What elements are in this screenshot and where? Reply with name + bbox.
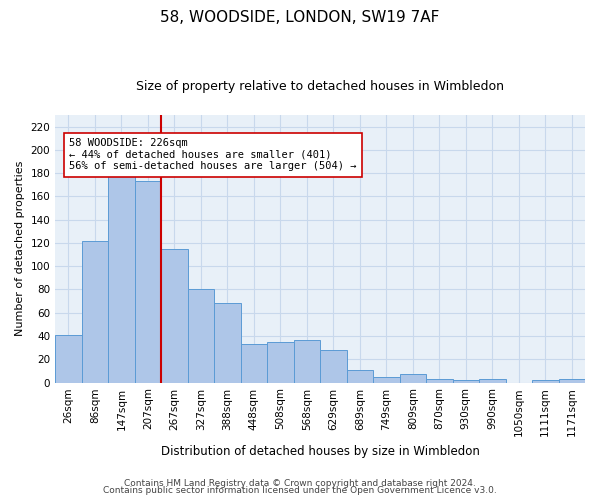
Bar bbox=[214, 304, 241, 382]
Bar bbox=[267, 342, 293, 382]
Title: Size of property relative to detached houses in Wimbledon: Size of property relative to detached ho… bbox=[136, 80, 504, 93]
Bar bbox=[55, 335, 82, 382]
Bar bbox=[559, 379, 585, 382]
Text: Contains public sector information licensed under the Open Government Licence v3: Contains public sector information licen… bbox=[103, 486, 497, 495]
Bar bbox=[161, 249, 188, 382]
Text: Contains HM Land Registry data © Crown copyright and database right 2024.: Contains HM Land Registry data © Crown c… bbox=[124, 478, 476, 488]
Bar bbox=[293, 340, 320, 382]
Text: 58, WOODSIDE, LONDON, SW19 7AF: 58, WOODSIDE, LONDON, SW19 7AF bbox=[160, 10, 440, 25]
Bar bbox=[134, 182, 161, 382]
Bar bbox=[400, 374, 426, 382]
Bar bbox=[188, 290, 214, 382]
Y-axis label: Number of detached properties: Number of detached properties bbox=[15, 161, 25, 336]
Bar bbox=[241, 344, 267, 383]
Bar bbox=[426, 379, 452, 382]
Bar bbox=[108, 168, 134, 382]
Bar bbox=[532, 380, 559, 382]
Bar bbox=[479, 379, 506, 382]
X-axis label: Distribution of detached houses by size in Wimbledon: Distribution of detached houses by size … bbox=[161, 444, 479, 458]
Bar bbox=[452, 380, 479, 382]
Bar bbox=[347, 370, 373, 382]
Text: 58 WOODSIDE: 226sqm
← 44% of detached houses are smaller (401)
56% of semi-detac: 58 WOODSIDE: 226sqm ← 44% of detached ho… bbox=[69, 138, 356, 172]
Bar bbox=[320, 350, 347, 382]
Bar bbox=[82, 240, 108, 382]
Bar bbox=[373, 376, 400, 382]
